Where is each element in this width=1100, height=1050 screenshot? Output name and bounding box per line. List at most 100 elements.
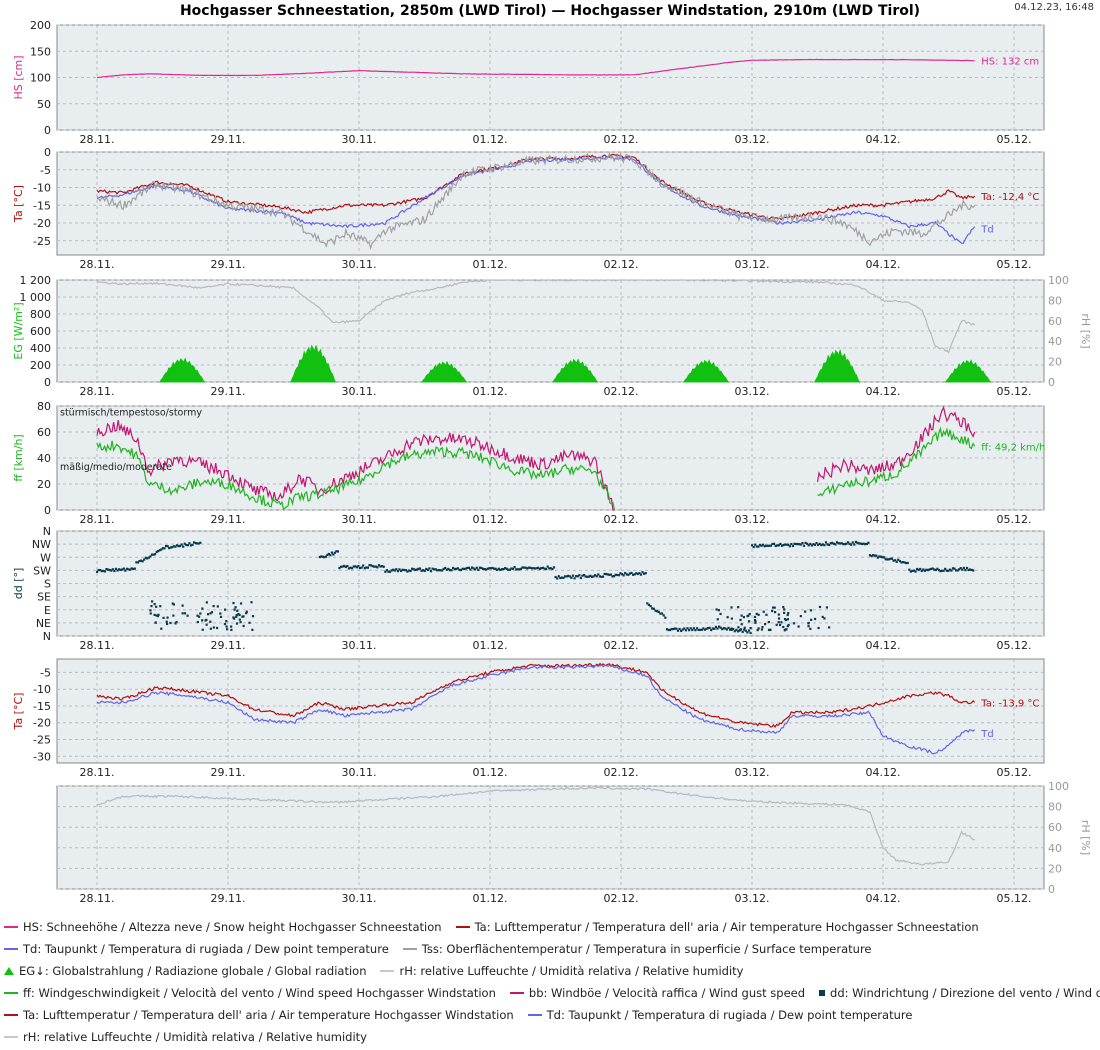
direction-point [358,566,362,570]
direction-point [898,559,901,563]
direction-point [423,569,426,573]
direction-point [652,607,655,610]
x-tick-label: 05.12. [997,258,1032,271]
direction-point [765,613,768,616]
legend-label: Ta: Lufttemperatur / Temperatura dell' a… [474,920,979,934]
direction-point [508,568,511,571]
direction-point [181,612,184,615]
direction-point [538,567,541,571]
direction-point [99,568,102,572]
direction-point [900,561,903,564]
legend-row: rH: relative Luffeuchte / Umidità relati… [4,1026,1094,1048]
direction-point [608,573,611,576]
direction-point [876,556,879,559]
direction-point [933,568,936,571]
direction-point [225,628,229,631]
direction-point [965,566,969,570]
legend-label: Td: Taupunkt / Temperatura di rugiada / … [546,1008,913,1022]
direction-point [823,617,826,620]
x-tick-label: 29.11. [211,258,246,271]
direction-point [890,557,894,560]
direction-point [612,575,616,578]
direction-point [774,544,777,548]
direction-point [628,572,632,575]
direction-point [799,543,802,546]
direction-point [399,569,403,573]
direction-point [138,559,141,563]
direction-point [897,558,900,561]
direction-point [116,569,119,572]
direction-point [587,575,590,578]
value-annotation: Ta: -12,4 °C [980,192,1039,203]
direction-point [837,542,840,545]
direction-point [780,544,784,547]
x-tick-label: 28.11. [80,892,115,905]
direction-point [185,543,188,547]
direction-point [149,555,152,558]
direction-point [908,568,911,571]
y-tick-label: SW [33,564,51,577]
direction-point [785,543,788,546]
direction-point [654,609,657,612]
direction-point [422,569,425,572]
x-tick-label: 30.11. [342,639,377,652]
direction-point [742,616,746,619]
direction-point [854,540,857,543]
y-tick-label: E [44,604,51,617]
direction-point [230,625,233,628]
direction-point [548,567,551,570]
direction-point [879,555,883,558]
direction-point [967,568,970,572]
direction-point [795,542,798,546]
direction-point [234,606,237,609]
direction-point [543,567,546,570]
x-tick-label: 03.12. [735,513,770,526]
legend-swatch [4,992,18,994]
direction-point [235,615,238,618]
legend-item: dd: Windrichtung / Direzione del vento /… [819,986,1100,1000]
direction-point [730,628,733,631]
direction-point [171,546,174,549]
x-tick-label: 02.12. [604,766,639,779]
direction-point [180,543,183,546]
direction-point [103,570,107,573]
direction-point [683,627,686,630]
direction-point [223,622,227,626]
direction-point [224,608,227,611]
direction-point [809,542,812,546]
direction-point [233,617,236,620]
direction-point [735,628,738,631]
direction-point [535,567,538,570]
direction-point [786,613,789,617]
y-tick-label: 20 [37,478,51,491]
value-annotation: Td [980,729,993,740]
direction-point [689,627,692,630]
direction-point [958,568,961,571]
y-tick-label: S [44,578,51,591]
direction-point [817,543,820,546]
direction-point [209,627,212,630]
direction-point [352,565,355,568]
direction-point [346,564,349,568]
direction-point [215,626,219,630]
direction-point [947,569,950,572]
direction-point [516,568,519,571]
direction-point [135,561,138,564]
direction-point [581,574,584,577]
x-tick-label: 02.12. [604,133,639,146]
legend-row: Ta: Lufttemperatur / Temperatura dell' a… [4,1004,1094,1026]
direction-point [431,567,434,570]
direction-point [102,569,105,573]
x-tick-label: 29.11. [211,766,246,779]
x-tick-label: 30.11. [342,385,377,398]
x-tick-label: 28.11. [80,133,115,146]
direction-point [906,561,909,565]
direction-point [692,627,695,630]
y2-tick-label: 80 [1048,294,1062,307]
direction-point [209,612,212,615]
direction-point [382,565,385,568]
direction-point [754,620,757,623]
direction-point [125,567,129,570]
direction-point [464,567,467,570]
x-tick-label: 03.12. [735,892,770,905]
